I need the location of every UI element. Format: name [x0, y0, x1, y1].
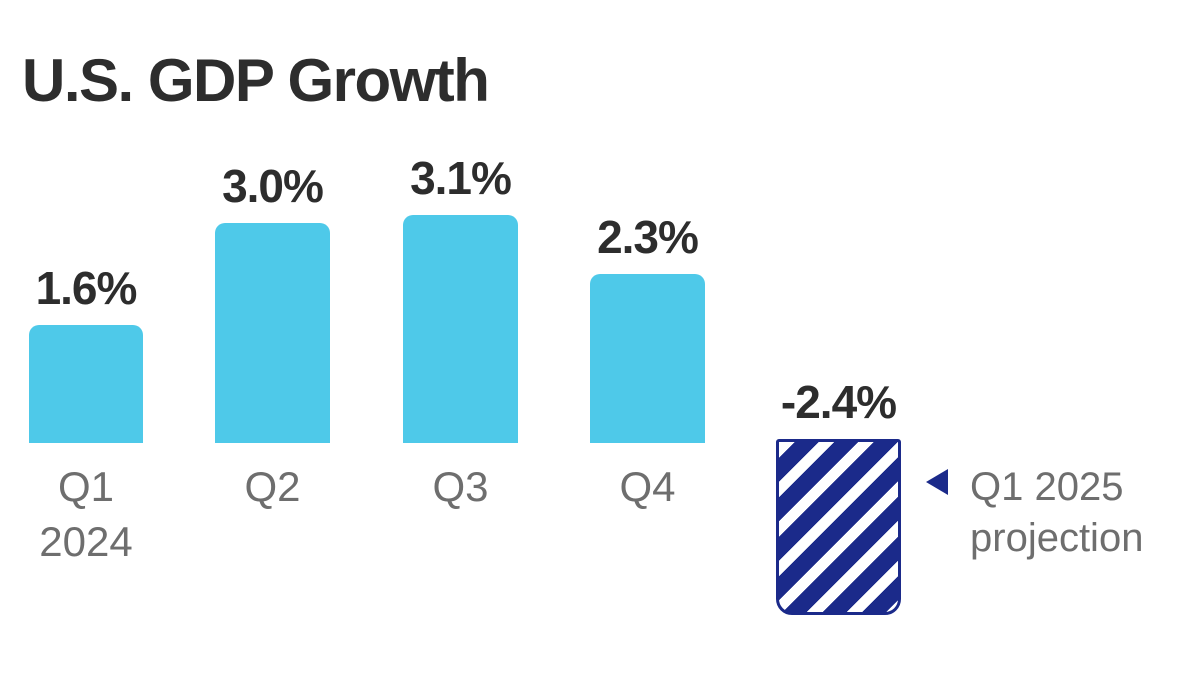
- annotation-line1: Q1 2025: [970, 465, 1124, 509]
- value-label-q1-2024: 1.6%: [35, 262, 138, 315]
- tick-label-q1-2024: Q1 2024: [39, 463, 133, 565]
- tick-label-q3: Q3: [432, 463, 489, 510]
- value-label-q4: 2.3%: [597, 210, 699, 263]
- tick-label-q4: Q4: [619, 463, 676, 510]
- bar-q3: [403, 215, 518, 443]
- annotation-line2: projection: [970, 516, 1144, 561]
- tick-label-q2: Q2: [244, 463, 301, 510]
- left-triangle-icon: [926, 469, 948, 495]
- value-label-q1-2025-projection: -2.4%: [780, 376, 897, 428]
- projection-annotation: Q1 2025 projection: [926, 462, 1143, 564]
- bar-q2: [215, 222, 330, 443]
- chart-title: U.S. GDP Growth: [22, 47, 490, 114]
- value-label-q3: 3.1%: [410, 152, 512, 205]
- value-label-q2: 3.0%: [222, 159, 324, 212]
- bar-q1-2025-projection: [776, 439, 901, 616]
- bar-q1-2024: [29, 325, 143, 443]
- annotation-text: Q1 2025 projection: [970, 462, 1143, 564]
- bar-q4: [590, 273, 705, 443]
